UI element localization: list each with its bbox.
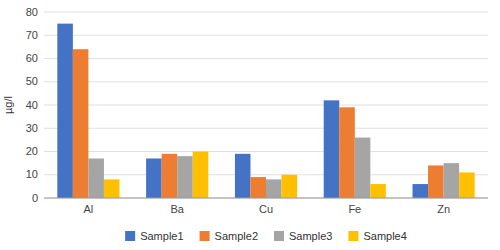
- grid-line: [44, 174, 488, 175]
- legend-item: Sample1: [125, 230, 183, 242]
- grid-line: [44, 12, 488, 13]
- y-axis-label: µg/l: [2, 96, 14, 114]
- bar: [282, 175, 298, 198]
- y-tick-label: 80: [26, 6, 38, 18]
- y-tick-label: 60: [26, 52, 38, 64]
- x-axis: Al Ba Cu Fe Zn: [44, 198, 488, 215]
- y-tick-label: 50: [26, 75, 38, 87]
- legend-swatch: [274, 231, 284, 241]
- bar: [459, 172, 475, 198]
- legend-item: Sample3: [274, 230, 332, 242]
- grid-line: [44, 198, 488, 199]
- legend-swatch: [348, 231, 358, 241]
- bar: [444, 163, 460, 198]
- bar: [355, 138, 371, 198]
- bar: [413, 184, 429, 198]
- bar: [235, 154, 251, 198]
- bar: [339, 107, 355, 198]
- bar: [88, 158, 104, 198]
- x-axis-line: [44, 198, 488, 199]
- bar: [104, 179, 120, 198]
- legend-label: Sample1: [140, 230, 183, 242]
- y-tick-label: 20: [26, 145, 38, 157]
- bar: [146, 158, 162, 198]
- bar: [370, 184, 386, 198]
- y-axis: 0 10 20 30 40 50 60 70 80: [26, 6, 488, 204]
- bar: [266, 179, 282, 198]
- x-tick-label: Cu: [259, 203, 273, 215]
- bar: [57, 24, 73, 198]
- legend-label: Sample2: [215, 230, 258, 242]
- grid-line: [44, 58, 488, 59]
- grid-line: [44, 105, 488, 106]
- y-tick-label: 10: [26, 168, 38, 180]
- x-tick-label: Ba: [170, 203, 184, 215]
- grid-line: [44, 81, 488, 82]
- bar: [250, 177, 266, 198]
- bar: [73, 49, 89, 198]
- y-tick-label: 0: [32, 192, 38, 204]
- bar: [177, 156, 193, 198]
- y-tick-label: 40: [26, 99, 38, 111]
- legend-swatch: [200, 231, 210, 241]
- grid-line: [44, 35, 488, 36]
- legend: Sample1 Sample2 Sample3 Sample4: [125, 230, 407, 242]
- legend-item: Sample2: [200, 230, 258, 242]
- y-tick-label: 30: [26, 122, 38, 134]
- grid-line: [44, 151, 488, 152]
- x-tick-label: Zn: [437, 203, 450, 215]
- grid-line: [44, 128, 488, 129]
- legend-item: Sample4: [348, 230, 406, 242]
- bar: [428, 165, 444, 198]
- bars: [57, 24, 474, 198]
- legend-swatch: [125, 231, 135, 241]
- chart: 01020304050607080µg/lAlBaCuFeZnSample1Sa…: [0, 0, 500, 250]
- bar: [193, 152, 209, 199]
- bar: [162, 154, 178, 198]
- legend-label: Sample4: [363, 230, 406, 242]
- bar: [324, 100, 340, 198]
- legend-label: Sample3: [289, 230, 332, 242]
- x-tick-label: Fe: [348, 203, 361, 215]
- y-tick-label: 70: [26, 29, 38, 41]
- x-tick-label: Al: [84, 203, 94, 215]
